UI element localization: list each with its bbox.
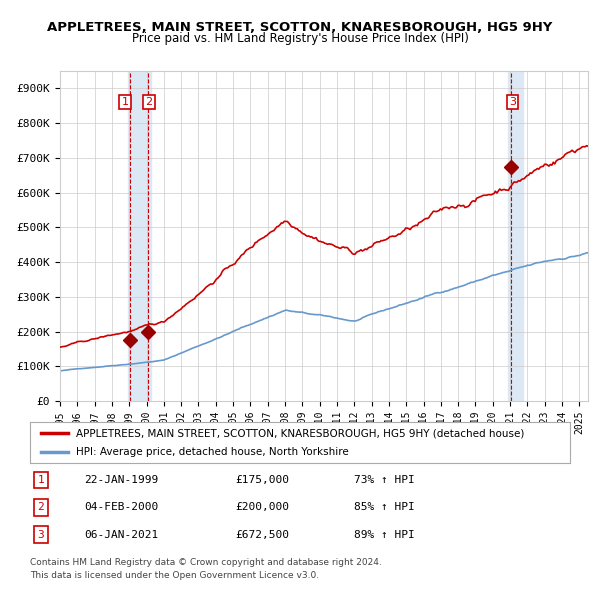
- Text: 3: 3: [509, 97, 516, 107]
- Text: 3: 3: [37, 530, 44, 540]
- Text: 1: 1: [37, 475, 44, 485]
- Bar: [128, 71, 151, 401]
- Text: 04-FEB-2000: 04-FEB-2000: [84, 503, 158, 512]
- Text: 2: 2: [146, 97, 153, 107]
- Text: 06-JAN-2021: 06-JAN-2021: [84, 530, 158, 540]
- Text: This data is licensed under the Open Government Licence v3.0.: This data is licensed under the Open Gov…: [30, 571, 319, 580]
- Text: £200,000: £200,000: [235, 503, 289, 512]
- Text: 1: 1: [121, 97, 128, 107]
- Text: APPLETREES, MAIN STREET, SCOTTON, KNARESBOROUGH, HG5 9HY: APPLETREES, MAIN STREET, SCOTTON, KNARES…: [47, 21, 553, 34]
- Bar: [508, 71, 523, 401]
- Text: Price paid vs. HM Land Registry's House Price Index (HPI): Price paid vs. HM Land Registry's House …: [131, 32, 469, 45]
- Text: APPLETREES, MAIN STREET, SCOTTON, KNARESBOROUGH, HG5 9HY (detached house): APPLETREES, MAIN STREET, SCOTTON, KNARES…: [76, 428, 524, 438]
- Text: 22-JAN-1999: 22-JAN-1999: [84, 475, 158, 485]
- Text: 85% ↑ HPI: 85% ↑ HPI: [354, 503, 415, 512]
- Text: 73% ↑ HPI: 73% ↑ HPI: [354, 475, 415, 485]
- Text: HPI: Average price, detached house, North Yorkshire: HPI: Average price, detached house, Nort…: [76, 447, 349, 457]
- Text: 89% ↑ HPI: 89% ↑ HPI: [354, 530, 415, 540]
- Text: £175,000: £175,000: [235, 475, 289, 485]
- Text: Contains HM Land Registry data © Crown copyright and database right 2024.: Contains HM Land Registry data © Crown c…: [30, 558, 382, 566]
- Text: £672,500: £672,500: [235, 530, 289, 540]
- Text: 2: 2: [37, 503, 44, 512]
